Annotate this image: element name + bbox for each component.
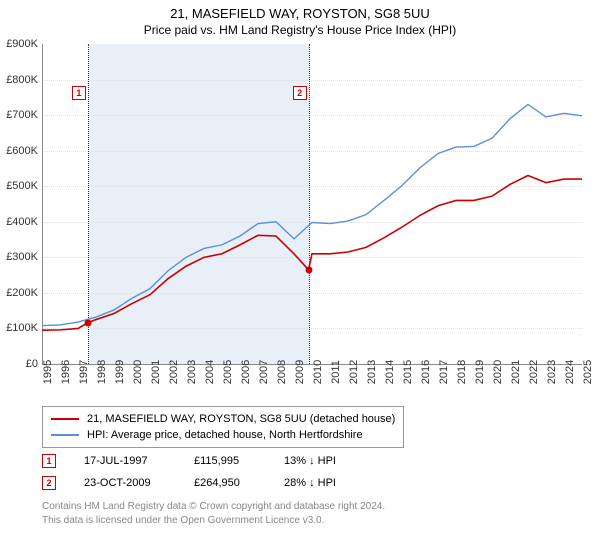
credits-text: Contains HM Land Registry data © Crown c… xyxy=(42,500,385,527)
transaction-date: 17-JUL-1997 xyxy=(84,455,194,467)
chart-title-line1: 21, MASEFIELD WAY, ROYSTON, SG8 5UU xyxy=(0,6,600,21)
transaction-marker-icon: 1 xyxy=(42,454,56,468)
transaction-point xyxy=(305,266,312,273)
transaction-marker-box: 1 xyxy=(72,86,86,100)
transaction-marker-box: 2 xyxy=(293,86,307,100)
transactions-table: 1 17-JUL-1997£115,99513% ↓ HPI 2 23-OCT-200… xyxy=(42,450,384,494)
legend-item: 21, MASEFIELD WAY, ROYSTON, SG8 5UU (det… xyxy=(51,411,395,427)
transaction-price: £264,950 xyxy=(194,477,284,489)
transaction-row: 2 23-OCT-2009£264,95028% ↓ HPI xyxy=(42,472,384,494)
legend-label: HPI: Average price, detached house, Nort… xyxy=(87,429,363,441)
chart-title-line2: Price paid vs. HM Land Registry's House … xyxy=(0,23,600,37)
credits-line2: This data is licensed under the Open Gov… xyxy=(42,514,385,528)
series-hpi xyxy=(42,104,582,325)
y-axis-tick-label: £500K xyxy=(0,180,38,192)
transaction-point xyxy=(84,319,91,326)
legend-item: HPI: Average price, detached house, Nort… xyxy=(51,427,395,443)
legend-label: 21, MASEFIELD WAY, ROYSTON, SG8 5UU (det… xyxy=(87,413,395,425)
y-axis-tick-label: £200K xyxy=(0,287,38,299)
transaction-price: £115,995 xyxy=(194,455,284,467)
chart-plot-area: £0£100K£200K£300K£400K£500K£600K£700K£80… xyxy=(42,44,582,364)
transaction-date: 23-OCT-2009 xyxy=(84,477,194,489)
y-axis-tick-label: £600K xyxy=(0,145,38,157)
legend-swatch xyxy=(51,434,79,436)
credits-line1: Contains HM Land Registry data © Crown c… xyxy=(42,500,385,514)
legend-swatch xyxy=(51,418,79,420)
y-axis-tick-label: £300K xyxy=(0,251,38,263)
series-price_paid xyxy=(42,176,582,331)
y-axis-tick-label: £100K xyxy=(0,322,38,334)
y-axis-tick-label: £900K xyxy=(0,38,38,50)
y-axis-tick-label: £700K xyxy=(0,109,38,121)
y-axis-tick-label: £400K xyxy=(0,216,38,228)
transaction-delta: 13% ↓ HPI xyxy=(284,455,384,467)
transaction-row: 1 17-JUL-1997£115,99513% ↓ HPI xyxy=(42,450,384,472)
chart-legend: 21, MASEFIELD WAY, ROYSTON, SG8 5UU (det… xyxy=(42,406,404,448)
x-axis-tick-label: 2025 xyxy=(582,360,594,384)
transaction-marker-icon: 2 xyxy=(42,476,56,490)
transaction-delta: 28% ↓ HPI xyxy=(284,477,384,489)
y-axis-tick-label: £800K xyxy=(0,74,38,86)
y-axis-tick-label: £0 xyxy=(0,358,38,370)
chart-lines xyxy=(42,44,582,364)
